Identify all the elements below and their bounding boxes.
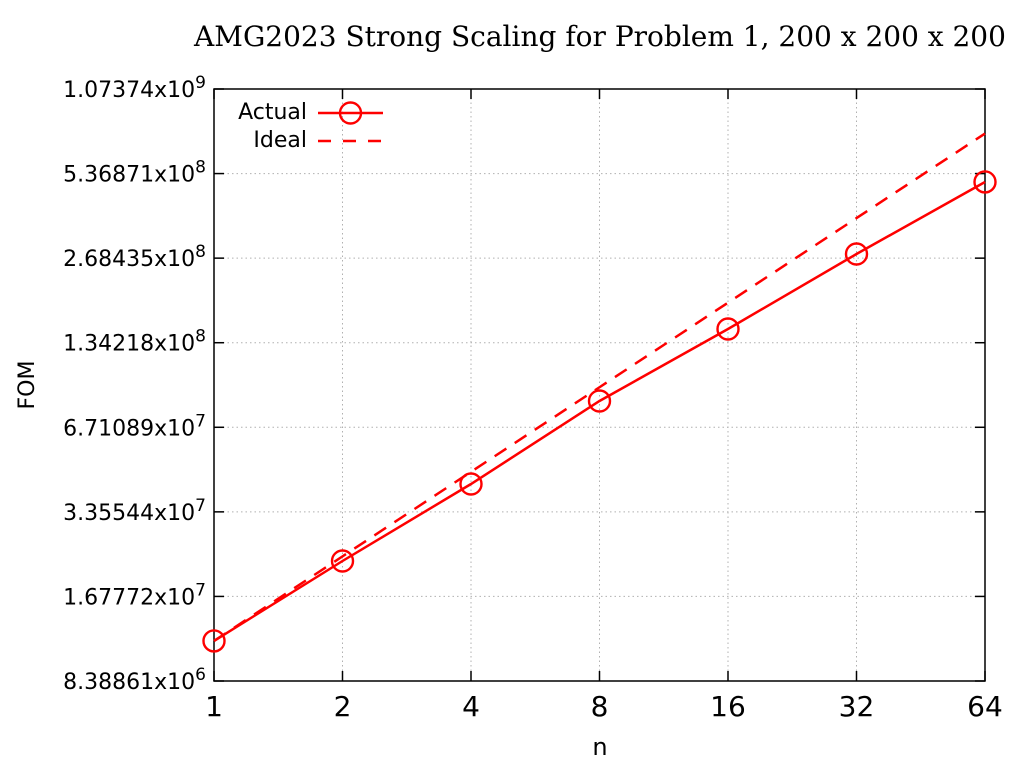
y-tick-label: 1.67772x107 xyxy=(63,580,206,610)
legend-marker-actual xyxy=(338,101,363,125)
x-tick-label: 32 xyxy=(839,690,875,723)
x-tick-label: 1 xyxy=(205,690,223,723)
x-tick-label: 4 xyxy=(462,690,480,723)
x-tick-label: 64 xyxy=(967,690,1003,723)
legend-label-ideal: Ideal xyxy=(253,128,307,153)
y-tick-label: 2.68435x108 xyxy=(63,242,206,272)
data-point-marker xyxy=(844,242,869,266)
x-tick-label: 2 xyxy=(334,690,352,723)
plot-border xyxy=(213,88,986,682)
series-line-actual xyxy=(213,180,986,643)
data-point-marker xyxy=(587,389,612,413)
data-point-marker xyxy=(973,170,997,194)
y-axis-label: FOM xyxy=(15,360,40,410)
data-point-marker xyxy=(330,549,355,573)
x-axis-label: n xyxy=(592,733,608,761)
series-line-ideal xyxy=(213,132,986,643)
y-tick-label: 3.35544x107 xyxy=(63,496,206,526)
data-point-marker xyxy=(716,317,740,341)
chart-title: AMG2023 Strong Scaling for Problem 1, 20… xyxy=(194,20,1006,53)
y-tick-label: 5.36871x108 xyxy=(63,158,206,188)
y-tick-label: 1.07374x109 xyxy=(63,73,206,103)
legend-label-actual: Actual xyxy=(238,100,307,125)
x-tick-label: 8 xyxy=(591,690,609,723)
data-point-marker xyxy=(202,629,226,653)
y-tick-label: 1.34218x108 xyxy=(63,327,206,357)
y-tick-label: 8.38861x106 xyxy=(63,665,206,695)
y-tick-label: 6.71089x107 xyxy=(63,411,206,441)
data-point-marker xyxy=(459,472,483,496)
x-tick-label: 16 xyxy=(710,690,746,723)
